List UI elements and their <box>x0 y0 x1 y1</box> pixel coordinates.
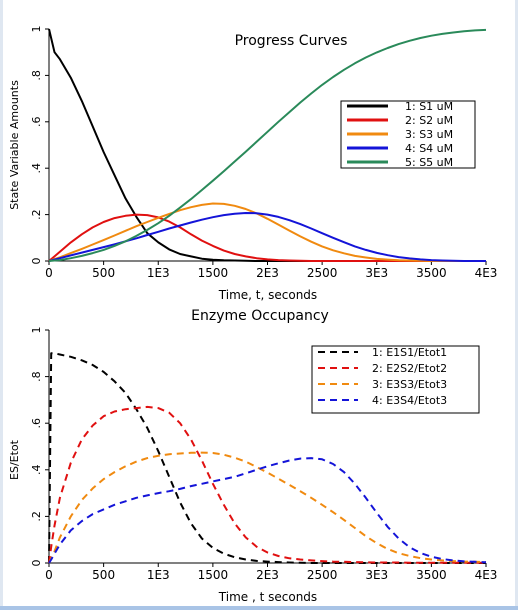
x-axis-label: Time, t, seconds <box>218 288 317 302</box>
series-line-5 <box>48 28 487 262</box>
legend-label-2: 2: S2 uM <box>405 114 453 127</box>
y-axis-label: State Variable Amounts <box>8 80 21 210</box>
y-tick-label: .6 <box>30 117 43 128</box>
series-line-3 <box>48 202 486 262</box>
progress-curves-chart: Progress Curves 0 500 1E3 1500 2E3 2500 3E3 350… <box>8 26 497 303</box>
x-tick-label: 1500 <box>198 266 229 280</box>
window-right-edge <box>515 0 518 610</box>
y-tick-label: 1 <box>30 327 43 334</box>
y-tick-label: .2 <box>30 209 43 220</box>
chart-series-lines <box>48 352 487 564</box>
legend-label-3: 3: S3 uM <box>405 128 453 141</box>
x-axis-label: Time , t seconds <box>218 590 317 604</box>
legend-label-4: 4: E3S4/Etot3 <box>372 394 447 407</box>
x-tick-label: 1E3 <box>147 266 170 280</box>
series-line-2 <box>48 213 486 262</box>
chart-title: Enzyme Occupancy <box>191 308 329 324</box>
x-tick-label: 1E3 <box>147 568 170 582</box>
x-tick-label: 2500 <box>307 568 338 582</box>
y-tick-label: 0 <box>30 560 43 567</box>
x-tick-label: 4E3 <box>475 568 498 582</box>
y-tick-label: 0 <box>30 258 43 265</box>
chart-legend: 1: E1S1/Etot1 2: E2S2/Etot2 3: E3S3/Etot3 4… <box>318 346 447 407</box>
y-tick-label: 1 <box>30 26 43 33</box>
y-tick-label: .2 <box>30 511 43 522</box>
x-tick-label: 4E3 <box>475 266 498 280</box>
legend-box <box>311 345 480 414</box>
y-axis-label: ES/Etot <box>8 439 21 480</box>
y-tick-label: .4 <box>30 465 43 476</box>
legend-label-5: 5: S5 uM <box>405 156 453 169</box>
x-tick-label: 1500 <box>198 568 229 582</box>
series-line-3 <box>48 451 487 564</box>
x-tick-label: 3500 <box>416 266 447 280</box>
x-tick-label: 3E3 <box>365 568 388 582</box>
chart-axes: 0 500 1E3 1500 2E3 2500 3E3 3500 4E3 0 .2 .4 .6 .8 1 <box>30 327 497 583</box>
x-tick-label: 500 <box>92 568 115 582</box>
chart-axes: 0 500 1E3 1500 2E3 2500 3E3 3500 4E3 0 .2 .4 .6 .8 1 <box>30 26 497 281</box>
chart-series-lines <box>48 28 487 262</box>
y-tick-label: .8 <box>30 70 43 81</box>
y-tick-label: .6 <box>30 418 43 429</box>
x-tick-label: 2E3 <box>256 568 279 582</box>
legend-label-4: 4: S4 uM <box>405 142 453 155</box>
x-tick-label: 3E3 <box>365 266 388 280</box>
enzyme-occupancy-chart: Enzyme Occupancy 0 500 1E3 1500 2E3 2500 3E3 35… <box>8 308 497 604</box>
window-bottom-edge <box>0 606 518 610</box>
chart-title: Progress Curves <box>235 33 348 49</box>
series-line-4 <box>48 212 486 262</box>
x-tick-label: 3500 <box>416 568 447 582</box>
x-tick-label: 0 <box>45 266 53 280</box>
x-tick-label: 2500 <box>307 266 338 280</box>
chart-legend: 1: S1 uM2: S2 uM3: S3 uM4: S4 uM5: S5 uM <box>347 100 453 169</box>
y-tick-label: .4 <box>30 163 43 174</box>
legend-label-3: 3: E3S3/Etot3 <box>372 378 447 391</box>
y-tick-label: .8 <box>30 371 43 382</box>
legend-label-1: 1: S1 uM <box>405 100 453 113</box>
series-line-4 <box>48 457 487 564</box>
x-tick-label: 2E3 <box>256 266 279 280</box>
legend-label-1: 1: E1S1/Etot1 <box>372 346 447 359</box>
x-tick-label: 0 <box>45 568 53 582</box>
window-left-edge <box>0 0 3 610</box>
legend-label-2: 2: E2S2/Etot2 <box>372 362 447 375</box>
x-tick-label: 500 <box>92 266 115 280</box>
series-line-2 <box>48 405 486 564</box>
